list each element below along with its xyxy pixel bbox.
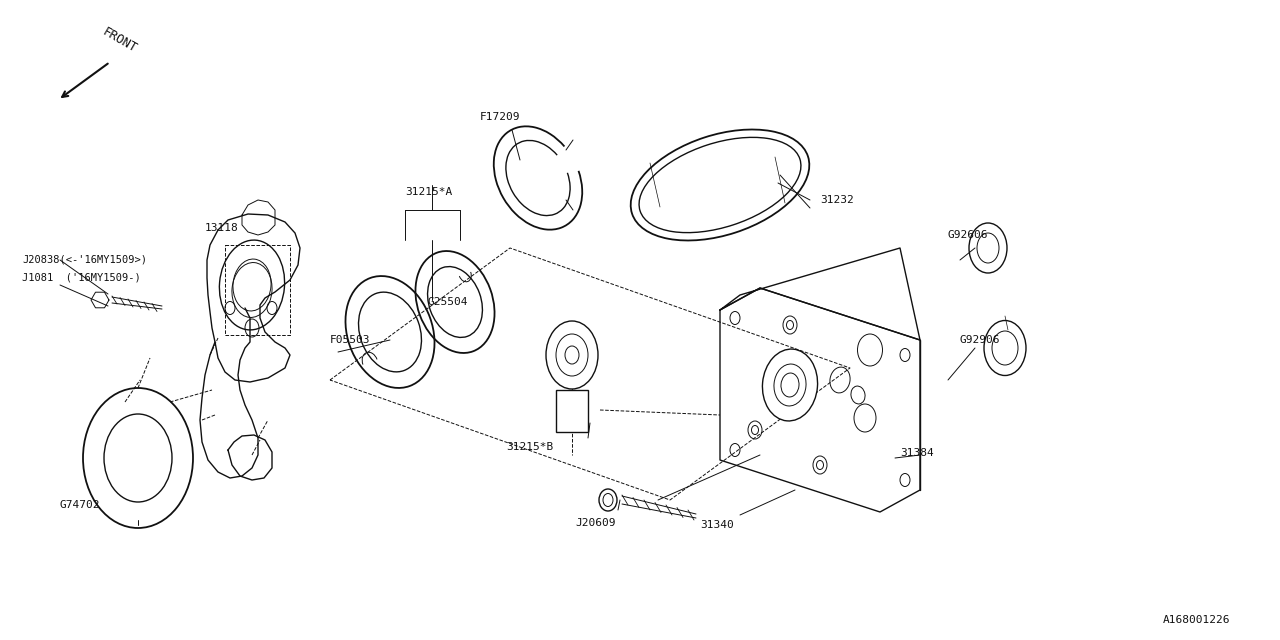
Text: G74702: G74702 bbox=[60, 500, 100, 510]
Text: G92606: G92606 bbox=[948, 230, 988, 240]
Bar bbox=[556, 390, 588, 432]
Text: 31232: 31232 bbox=[820, 195, 854, 205]
Text: J1081  ('16MY1509-): J1081 ('16MY1509-) bbox=[22, 272, 141, 282]
Text: FRONT: FRONT bbox=[100, 25, 140, 55]
Text: 13118: 13118 bbox=[205, 223, 239, 233]
Text: 31384: 31384 bbox=[900, 448, 933, 458]
Text: A168001226: A168001226 bbox=[1162, 615, 1230, 625]
Text: 31215*B: 31215*B bbox=[507, 442, 554, 452]
Text: F05503: F05503 bbox=[330, 335, 370, 345]
Text: G92906: G92906 bbox=[960, 335, 1001, 345]
Text: 31340: 31340 bbox=[700, 520, 733, 530]
Text: J20609: J20609 bbox=[575, 518, 616, 528]
Text: 31215*A: 31215*A bbox=[404, 187, 452, 197]
Text: J20838(<-'16MY1509>): J20838(<-'16MY1509>) bbox=[22, 255, 147, 265]
Text: F17209: F17209 bbox=[480, 112, 520, 122]
Ellipse shape bbox=[763, 349, 818, 421]
Text: G25504: G25504 bbox=[428, 297, 468, 307]
